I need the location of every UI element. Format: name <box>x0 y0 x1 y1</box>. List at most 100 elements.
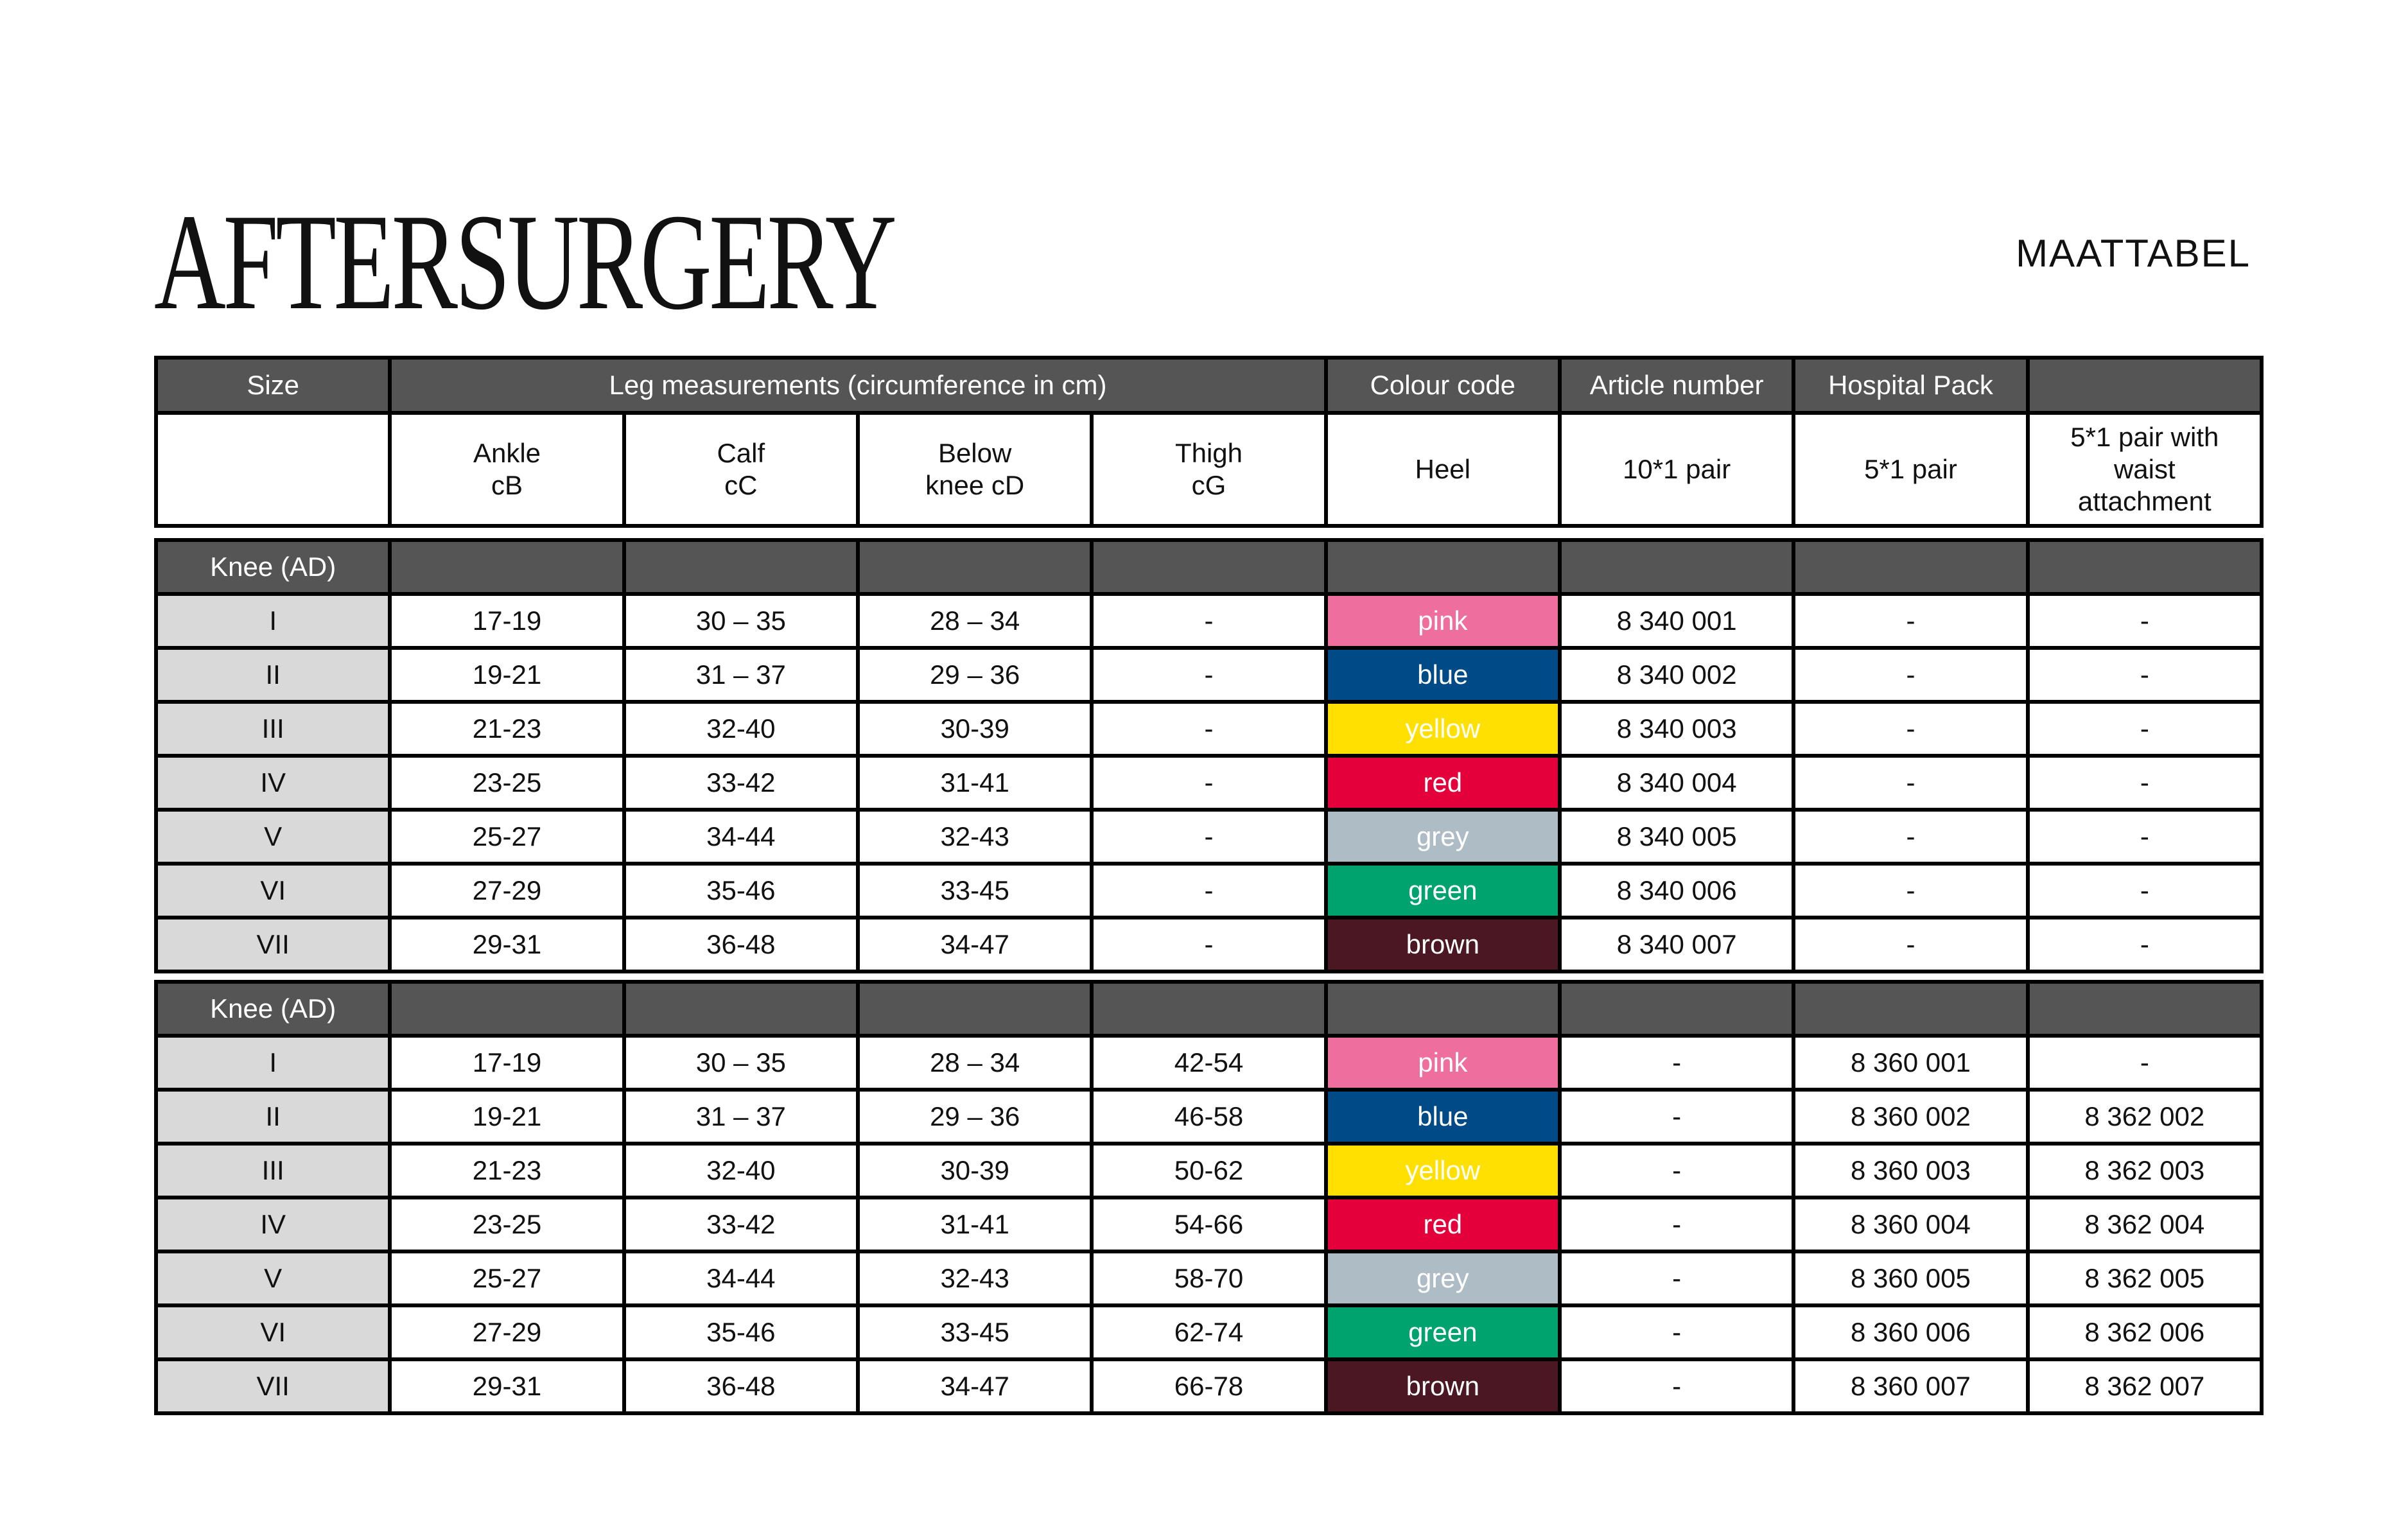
cell-colour: brown <box>1323 1357 1562 1415</box>
cell-thigh: - <box>1090 862 1328 919</box>
cell-size: II <box>153 646 392 704</box>
cell-hospital-5x1: 8 360 001 <box>1792 1034 2030 1092</box>
cell-thigh: 66-78 <box>1090 1357 1328 1415</box>
cell-article-10x1: 8 340 002 <box>1557 646 1796 704</box>
sub-heel: Heel <box>1323 411 1562 528</box>
cell-article-10x1: - <box>1557 1142 1796 1199</box>
sub-calf: Calf cC <box>622 411 860 528</box>
cell-thigh: - <box>1090 646 1328 704</box>
cell-colour: green <box>1323 862 1562 919</box>
cell-colour: yellow <box>1323 1142 1562 1199</box>
cell-calf: 36-48 <box>622 1357 860 1415</box>
cell-calf: 31 – 37 <box>622 1088 860 1146</box>
cell-thigh: - <box>1090 700 1328 758</box>
cell-hospital-5x1: 8 360 006 <box>1792 1303 2030 1361</box>
cell-hospital-5x1: - <box>1792 808 2030 866</box>
table-row: IV 23-25 33-42 31-41 54-66 red -8 360 004 8 362… <box>153 1196 2264 1253</box>
cell-hospital-5x1: 8 360 003 <box>1792 1142 2030 1199</box>
cell-hospital-5x1: - <box>1792 592 2030 650</box>
header-leg-measurements: Leg measurements (circumference in cm) <box>388 356 1328 415</box>
table-row: VII 29-31 36-48 34-47- brown 8 340 007- - <box>153 916 2264 973</box>
cell-ankle: 21-23 <box>388 1142 626 1199</box>
cell-size: I <box>153 1034 392 1092</box>
table-row: V 25-27 34-44 32-43 58-70 grey -8 360 005 8 362… <box>153 1250 2264 1307</box>
table-row: I 17-19 30 – 35 28 – 34- pink 8 340 001- - <box>153 592 2264 650</box>
section-header-cell <box>1557 538 1796 596</box>
cell-hospital-5x1-waist: - <box>2025 646 2264 704</box>
table-row: III 21-23 32-40 30-39- yellow 8 340 003- - <box>153 700 2264 758</box>
table-row: V 25-27 34-44 32-43- grey 8 340 005- - <box>153 808 2264 866</box>
cell-size: V <box>153 1250 392 1307</box>
cell-below-knee: 32-43 <box>855 1250 1094 1307</box>
cell-hospital-5x1-waist: - <box>2025 754 2264 812</box>
cell-size: V <box>153 808 392 866</box>
cell-article-10x1: - <box>1557 1250 1796 1307</box>
cell-below-knee: 31-41 <box>855 754 1094 812</box>
cell-below-knee: 33-45 <box>855 862 1094 919</box>
cell-hospital-5x1: - <box>1792 700 2030 758</box>
cell-hospital-5x1: - <box>1792 862 2030 919</box>
cell-thigh: 50-62 <box>1090 1142 1328 1199</box>
cell-calf: 30 – 35 <box>622 1034 860 1092</box>
cell-thigh: 46-58 <box>1090 1088 1328 1146</box>
cell-article-10x1: - <box>1557 1303 1796 1361</box>
header-hospital-pack: Hospital Pack <box>1792 356 2030 415</box>
cell-below-knee: 29 – 36 <box>855 1088 1094 1146</box>
cell-colour: pink <box>1323 592 1562 650</box>
section-header-cell <box>1792 538 2030 596</box>
cell-hospital-5x1-waist: - <box>2025 700 2264 758</box>
cell-hospital-5x1-waist: 8 362 007 <box>2025 1357 2264 1415</box>
table-row: VII 29-31 36-48 34-47 66-78 brown -8 360 007 8 … <box>153 1357 2264 1415</box>
brand-logo: AFTERSURGERY <box>154 185 897 338</box>
sub-5x1-pair: 5*1 pair <box>1792 411 2030 528</box>
cell-hospital-5x1-waist: 8 362 006 <box>2025 1303 2264 1361</box>
cell-article-10x1: - <box>1557 1034 1796 1092</box>
cell-colour: red <box>1323 1196 1562 1253</box>
cell-size: IV <box>153 754 392 812</box>
table-row: VI 27-29 35-46 33-45- green 8 340 006- - <box>153 862 2264 919</box>
section-header-cell <box>855 980 1094 1038</box>
table-row: II 19-21 31 – 37 29 – 36- blue 8 340 002- - <box>153 646 2264 704</box>
header-article-number: Article number <box>1557 356 1796 415</box>
cell-size: VI <box>153 1303 392 1361</box>
cell-hospital-5x1-waist: 8 362 002 <box>2025 1088 2264 1146</box>
cell-below-knee: 30-39 <box>855 700 1094 758</box>
table-row: I 17-19 30 – 35 28 – 34 42-54 pink -8 360 001- <box>153 1034 2264 1092</box>
cell-hospital-5x1-waist: - <box>2025 916 2264 973</box>
cell-below-knee: 31-41 <box>855 1196 1094 1253</box>
section-label: Knee (AD) <box>153 538 392 596</box>
cell-below-knee: 34-47 <box>855 916 1094 973</box>
cell-below-knee: 28 – 34 <box>855 592 1094 650</box>
cell-size: VII <box>153 1357 392 1415</box>
cell-below-knee: 29 – 36 <box>855 646 1094 704</box>
section-header-cell <box>1323 538 1562 596</box>
cell-article-10x1: 8 340 001 <box>1557 592 1796 650</box>
cell-thigh: 54-66 <box>1090 1196 1328 1253</box>
cell-ankle: 17-19 <box>388 1034 626 1092</box>
section-header-cell <box>1792 980 2030 1038</box>
cell-calf: 35-46 <box>622 862 860 919</box>
cell-below-knee: 33-45 <box>855 1303 1094 1361</box>
cell-hospital-5x1: 8 360 005 <box>1792 1250 2030 1307</box>
section-header-cell <box>855 538 1094 596</box>
section-header-cell <box>622 980 860 1038</box>
size-section-1: Knee (AD) I 17-19 30 – 35 28 – 34- pink 8 340 … <box>153 538 2264 973</box>
cell-hospital-5x1-waist: - <box>2025 862 2264 919</box>
cell-hospital-5x1: 8 360 007 <box>1792 1357 2030 1415</box>
header-empty <box>2025 356 2264 415</box>
cell-ankle: 19-21 <box>388 646 626 704</box>
section-header: Knee (AD) <box>153 538 2264 596</box>
cell-calf: 36-48 <box>622 916 860 973</box>
table-row: VI 27-29 35-46 33-45 62-74 green -8 360 006 8 3… <box>153 1303 2264 1361</box>
cell-hospital-5x1-waist: 8 362 004 <box>2025 1196 2264 1253</box>
cell-calf: 34-44 <box>622 1250 860 1307</box>
cell-hospital-5x1-waist: 8 362 003 <box>2025 1142 2264 1199</box>
cell-calf: 32-40 <box>622 700 860 758</box>
cell-ankle: 27-29 <box>388 1303 626 1361</box>
cell-below-knee: 34-47 <box>855 1357 1094 1415</box>
table-row: III 21-23 32-40 30-39 50-62 yellow -8 360 003 8… <box>153 1142 2264 1199</box>
cell-hospital-5x1: - <box>1792 916 2030 973</box>
cell-ankle: 27-29 <box>388 862 626 919</box>
cell-below-knee: 28 – 34 <box>855 1034 1094 1092</box>
cell-size: III <box>153 1142 392 1199</box>
